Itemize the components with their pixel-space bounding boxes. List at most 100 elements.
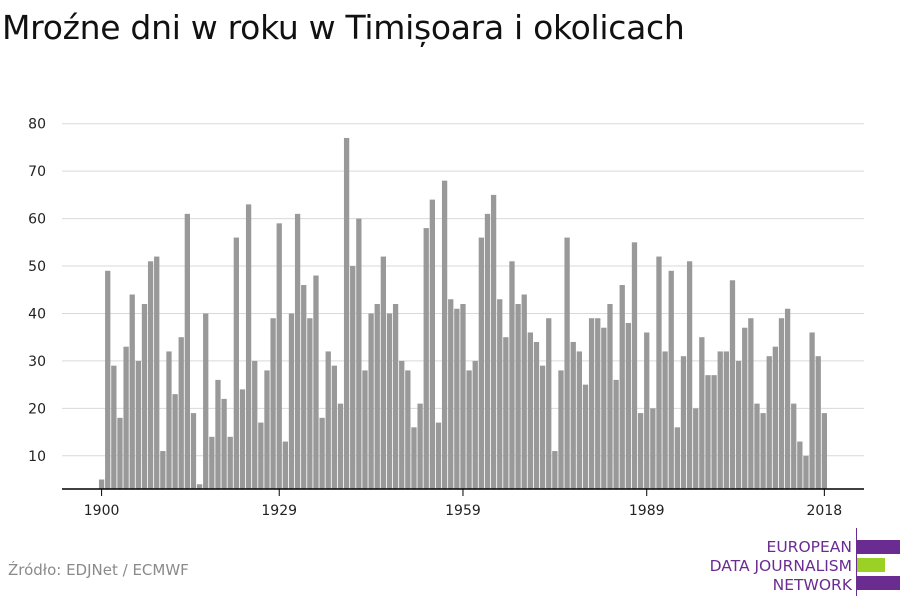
bar-2007 bbox=[754, 403, 760, 489]
bar-1904 bbox=[123, 346, 129, 489]
bar-1905 bbox=[129, 294, 135, 489]
bar-1984 bbox=[613, 379, 619, 489]
bar-1995 bbox=[680, 356, 687, 489]
bar-1993 bbox=[668, 270, 674, 489]
bar-1912 bbox=[172, 394, 178, 490]
bar-1923 bbox=[239, 389, 246, 489]
bar-2015 bbox=[803, 455, 809, 489]
y-tick-label: 40 bbox=[28, 306, 46, 322]
bar-1958 bbox=[454, 308, 460, 489]
logo-bar-purple-top bbox=[857, 540, 900, 554]
bar-1997 bbox=[693, 408, 699, 489]
logo-text: EUROPEAN DATA JOURNALISM NETWORK bbox=[710, 538, 852, 595]
bar-1936 bbox=[319, 417, 325, 489]
bar-1942 bbox=[356, 218, 362, 490]
y-tick-label: 30 bbox=[28, 354, 46, 370]
bar-1920 bbox=[221, 398, 227, 489]
bar-1979 bbox=[582, 384, 589, 489]
bar-2012 bbox=[784, 308, 791, 489]
bar-1970 bbox=[527, 332, 533, 489]
bar-1982 bbox=[601, 327, 607, 489]
bar-1967 bbox=[509, 261, 515, 489]
bar-2008 bbox=[760, 413, 766, 489]
bar-1940 bbox=[343, 137, 350, 489]
bar-1941 bbox=[350, 266, 356, 489]
bar-1907 bbox=[141, 303, 148, 489]
bar-1953 bbox=[423, 228, 429, 489]
bar-1910 bbox=[160, 451, 166, 489]
bar-1917 bbox=[203, 313, 209, 489]
bar-1929 bbox=[276, 223, 282, 489]
bar-1992 bbox=[662, 351, 668, 489]
bar-1955 bbox=[435, 422, 442, 489]
bar-1900 bbox=[98, 479, 105, 489]
bar-2002 bbox=[723, 351, 729, 489]
bar-1944 bbox=[368, 313, 374, 489]
bar-2010 bbox=[772, 346, 778, 489]
bar-1928 bbox=[270, 318, 276, 489]
bar-1921 bbox=[227, 436, 233, 489]
bar-1919 bbox=[215, 379, 221, 489]
bar-1975 bbox=[558, 370, 564, 489]
bar-1908 bbox=[147, 261, 154, 489]
bar-1954 bbox=[429, 199, 435, 489]
bar-2018 bbox=[821, 413, 827, 489]
bar-1981 bbox=[595, 318, 601, 489]
bar-1906 bbox=[135, 360, 141, 489]
bar-1901 bbox=[105, 270, 111, 489]
bar-2016 bbox=[809, 332, 815, 489]
y-tick-label: 60 bbox=[28, 212, 46, 228]
bar-1969 bbox=[521, 294, 527, 489]
bar-1966 bbox=[503, 337, 509, 489]
edjnet-logo: EUROPEAN DATA JOURNALISM NETWORK bbox=[700, 528, 900, 596]
bar-1976 bbox=[564, 237, 570, 489]
bar-1987 bbox=[631, 242, 638, 489]
bar-1974 bbox=[552, 451, 558, 489]
bar-1915 bbox=[190, 413, 197, 489]
bar-1978 bbox=[576, 351, 582, 489]
x-tick-label: 1989 bbox=[629, 503, 665, 519]
bar-1972 bbox=[539, 365, 546, 489]
bar-1934 bbox=[307, 318, 313, 489]
bar-1985 bbox=[619, 285, 625, 489]
bar-1913 bbox=[178, 337, 184, 489]
bar-1914 bbox=[184, 213, 190, 490]
logo-bar-purple-bottom bbox=[857, 576, 900, 590]
bar-1916 bbox=[196, 484, 203, 489]
bar-1935 bbox=[313, 275, 319, 489]
bar-1956 bbox=[441, 180, 448, 489]
logo-line-3: NETWORK bbox=[772, 576, 852, 594]
bar-1989 bbox=[644, 332, 650, 489]
bar-1948 bbox=[392, 303, 399, 489]
y-tick-label: 80 bbox=[28, 117, 46, 133]
y-tick-label: 10 bbox=[28, 449, 46, 465]
bar-2009 bbox=[766, 356, 772, 489]
bar-1977 bbox=[570, 341, 576, 489]
bar-1988 bbox=[637, 413, 644, 489]
bar-1991 bbox=[656, 256, 662, 489]
bar-1943 bbox=[362, 370, 368, 489]
bar-1961 bbox=[472, 360, 478, 489]
bar-1927 bbox=[264, 370, 270, 489]
bar-1911 bbox=[166, 351, 172, 489]
x-axis-ticks: 1900 1929 1959 1989 2018 bbox=[84, 489, 842, 519]
bar-1968 bbox=[515, 303, 521, 489]
bar-2006 bbox=[748, 318, 754, 489]
bar-1939 bbox=[337, 403, 344, 489]
bar-1986 bbox=[625, 322, 631, 489]
bar-1964 bbox=[490, 194, 497, 489]
bar-1983 bbox=[607, 303, 613, 489]
x-tick-label: 1959 bbox=[445, 503, 481, 519]
bar-2003 bbox=[729, 280, 736, 489]
y-tick-label: 20 bbox=[28, 401, 46, 417]
bar-1930 bbox=[282, 441, 288, 489]
bar-2013 bbox=[791, 403, 797, 489]
bar-1903 bbox=[117, 417, 123, 489]
bar-1950 bbox=[405, 370, 411, 489]
bar-1937 bbox=[325, 351, 331, 489]
bar-1999 bbox=[705, 375, 711, 489]
bar-2014 bbox=[797, 441, 803, 489]
bar-2005 bbox=[742, 327, 748, 489]
bars bbox=[98, 137, 827, 490]
y-tick-label: 50 bbox=[28, 259, 46, 275]
